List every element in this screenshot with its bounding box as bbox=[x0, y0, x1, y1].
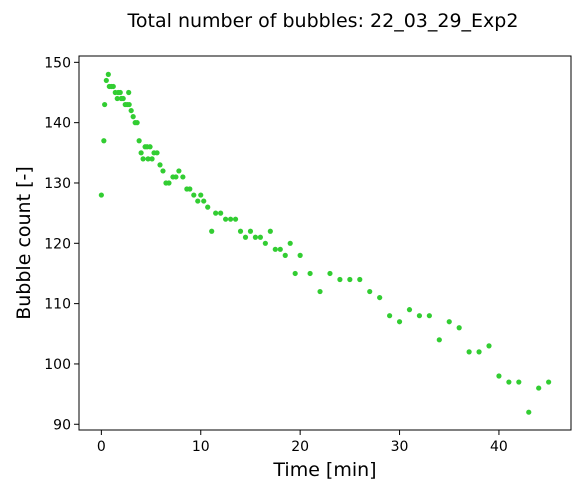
data-point bbox=[247, 228, 254, 234]
data-point bbox=[317, 288, 323, 295]
data-point bbox=[209, 228, 215, 234]
data-point bbox=[292, 270, 298, 277]
data-point bbox=[126, 89, 132, 96]
data-point bbox=[128, 107, 134, 114]
data-point bbox=[114, 95, 120, 102]
data-point bbox=[446, 319, 452, 325]
x-axis-title: Time [min] bbox=[272, 459, 376, 481]
y-tick-label: 100 bbox=[44, 357, 71, 373]
data-point bbox=[476, 349, 482, 355]
data-point bbox=[526, 409, 532, 415]
x-tick-label: 0 bbox=[97, 439, 106, 455]
data-point bbox=[166, 180, 172, 186]
data-point bbox=[102, 101, 108, 108]
data-point bbox=[187, 186, 193, 192]
data-point bbox=[282, 252, 288, 258]
data-point bbox=[195, 198, 201, 204]
data-point bbox=[117, 89, 123, 96]
data-point bbox=[98, 192, 104, 198]
data-point bbox=[134, 120, 140, 126]
data-point bbox=[140, 156, 146, 162]
data-point bbox=[377, 294, 383, 301]
data-point bbox=[277, 246, 283, 252]
data-point bbox=[516, 379, 522, 385]
chart-title: Total number of bubbles: 22_03_29_Exp2 bbox=[127, 10, 519, 32]
data-point bbox=[191, 192, 197, 198]
y-axis-title: Bubble count [-] bbox=[13, 166, 35, 320]
data-point bbox=[297, 252, 303, 258]
data-point bbox=[136, 138, 142, 144]
y-tick-label: 120 bbox=[44, 236, 71, 252]
data-point bbox=[396, 319, 403, 325]
data-point bbox=[347, 276, 353, 283]
data-point bbox=[406, 307, 413, 313]
data-point bbox=[456, 325, 462, 331]
data-point bbox=[198, 192, 204, 198]
data-point bbox=[252, 234, 259, 240]
data-point bbox=[232, 216, 239, 222]
data-point bbox=[105, 71, 111, 77]
data-point bbox=[506, 379, 512, 385]
y-tick-label: 110 bbox=[44, 297, 71, 313]
data-point bbox=[101, 138, 107, 144]
data-point bbox=[223, 216, 229, 222]
data-point bbox=[536, 385, 542, 391]
data-point bbox=[176, 168, 182, 174]
data-point bbox=[257, 234, 263, 240]
data-point bbox=[262, 240, 268, 246]
data-point bbox=[130, 114, 136, 120]
data-point bbox=[110, 83, 116, 90]
y-tick-label: 150 bbox=[44, 55, 71, 71]
data-point bbox=[173, 174, 179, 180]
data-point bbox=[327, 270, 333, 277]
data-point bbox=[120, 95, 126, 102]
y-tick-label: 90 bbox=[53, 417, 71, 433]
data-point bbox=[227, 216, 234, 222]
data-point bbox=[149, 156, 155, 162]
data-point bbox=[267, 228, 273, 234]
data-point bbox=[416, 313, 423, 319]
data-point bbox=[242, 234, 249, 240]
data-point bbox=[546, 379, 552, 385]
data-point bbox=[426, 313, 432, 319]
data-point bbox=[180, 174, 186, 180]
data-point bbox=[205, 204, 211, 210]
data-point bbox=[160, 168, 166, 174]
data-point bbox=[213, 210, 219, 216]
data-point bbox=[145, 156, 151, 162]
data-point bbox=[126, 101, 132, 108]
data-point bbox=[154, 150, 160, 156]
data-point bbox=[466, 349, 472, 355]
x-tick-label: 20 bbox=[291, 439, 309, 455]
x-tick-label: 40 bbox=[490, 439, 508, 455]
plot-area-frame bbox=[78, 55, 572, 431]
data-point bbox=[436, 337, 442, 343]
data-point bbox=[337, 276, 343, 283]
data-point bbox=[138, 150, 144, 156]
data-point bbox=[287, 240, 293, 246]
data-point bbox=[272, 246, 278, 252]
data-points bbox=[98, 71, 552, 415]
y-axis-ticks: 90 100 110 120 130 140 150 bbox=[44, 55, 79, 433]
data-point bbox=[496, 373, 502, 379]
data-point bbox=[237, 228, 244, 234]
data-point bbox=[147, 144, 153, 150]
data-point bbox=[486, 343, 492, 349]
data-point bbox=[103, 77, 109, 84]
x-tick-label: 10 bbox=[192, 439, 210, 455]
data-point bbox=[157, 162, 163, 168]
data-point bbox=[201, 198, 207, 204]
data-point bbox=[307, 270, 313, 277]
y-tick-label: 140 bbox=[44, 116, 71, 132]
x-tick-label: 30 bbox=[391, 439, 409, 455]
y-tick-label: 130 bbox=[44, 176, 71, 192]
x-axis-ticks: 0 10 20 30 40 bbox=[97, 430, 508, 455]
data-point bbox=[218, 210, 224, 216]
data-point bbox=[367, 288, 373, 295]
data-point bbox=[357, 276, 363, 283]
data-point bbox=[387, 313, 393, 319]
